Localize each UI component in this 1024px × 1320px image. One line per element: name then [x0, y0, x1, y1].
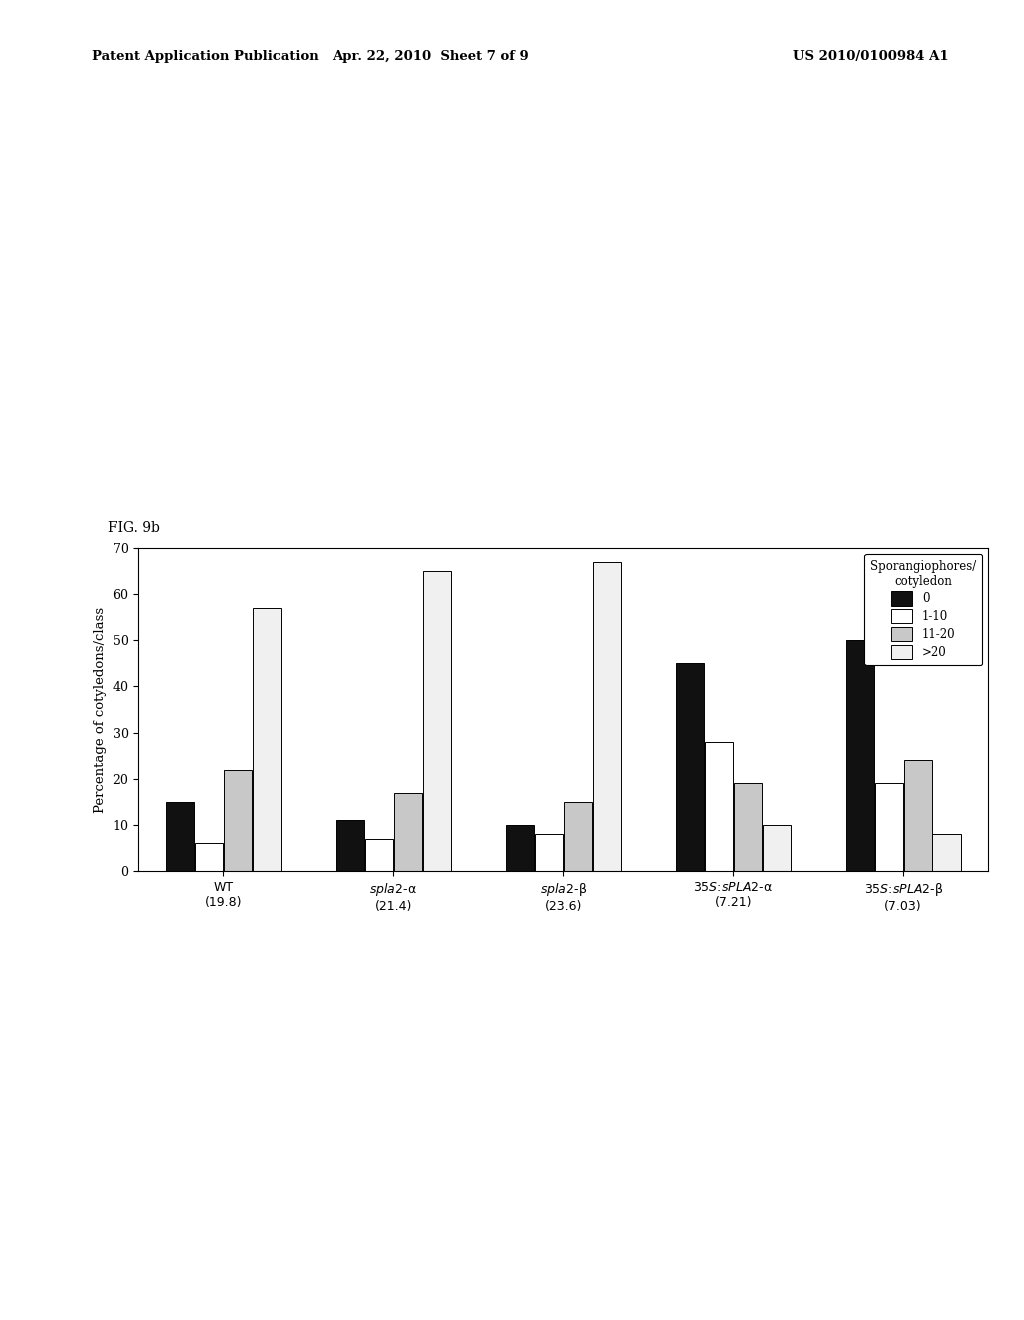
- Bar: [763, 825, 791, 871]
- Bar: [223, 770, 252, 871]
- Bar: [336, 820, 364, 871]
- Text: Apr. 22, 2010  Sheet 7 of 9: Apr. 22, 2010 Sheet 7 of 9: [332, 50, 528, 63]
- Bar: [846, 640, 873, 871]
- Bar: [535, 834, 563, 871]
- Legend: 0, 1-10, 11-20, >20: 0, 1-10, 11-20, >20: [864, 553, 982, 665]
- Bar: [393, 792, 422, 871]
- Bar: [563, 801, 592, 871]
- Bar: [166, 801, 194, 871]
- Bar: [933, 834, 961, 871]
- Text: Patent Application Publication: Patent Application Publication: [92, 50, 318, 63]
- Text: US 2010/0100984 A1: US 2010/0100984 A1: [793, 50, 948, 63]
- Bar: [195, 843, 223, 871]
- Bar: [874, 784, 903, 871]
- Bar: [423, 572, 451, 871]
- Bar: [506, 825, 534, 871]
- Bar: [733, 784, 762, 871]
- Bar: [903, 760, 932, 871]
- Bar: [705, 742, 733, 871]
- Bar: [676, 664, 703, 871]
- Bar: [253, 609, 281, 871]
- Bar: [593, 562, 621, 871]
- Text: FIG. 9b: FIG. 9b: [108, 520, 160, 535]
- Bar: [365, 840, 393, 871]
- Y-axis label: Percentage of cotyledons/class: Percentage of cotyledons/class: [94, 606, 106, 813]
